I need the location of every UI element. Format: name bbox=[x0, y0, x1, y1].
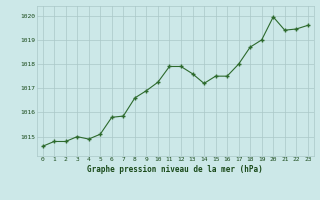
X-axis label: Graphe pression niveau de la mer (hPa): Graphe pression niveau de la mer (hPa) bbox=[87, 165, 263, 174]
